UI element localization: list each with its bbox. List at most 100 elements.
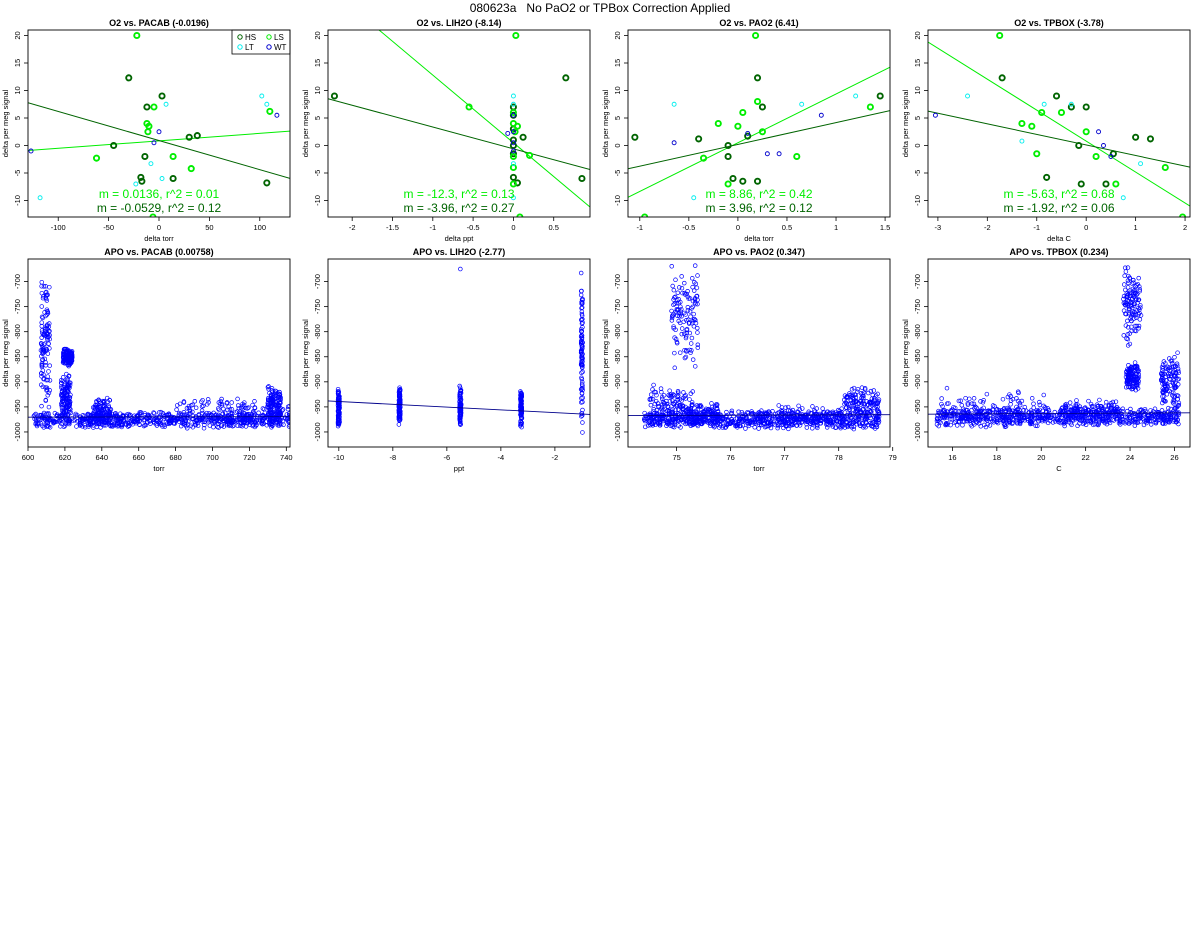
- apo-point: [723, 424, 729, 430]
- y-tick-label: 0: [613, 143, 622, 147]
- panel-1: O2 vs. PACAB (-0.0196)-100 -50 0 50 100-10-5…: [1, 18, 291, 243]
- apo-point: [787, 421, 792, 426]
- apo-point: [667, 388, 672, 393]
- apo-point: [1048, 415, 1054, 420]
- apo-point: [724, 409, 729, 415]
- apo-point: [1070, 418, 1076, 423]
- point-ls: [512, 31, 520, 40]
- apo-point: [235, 423, 241, 428]
- apo-point: [162, 424, 167, 429]
- apo-point: [944, 415, 950, 420]
- x-axis-label: delta ppt: [445, 234, 475, 243]
- apo-point: [1025, 418, 1031, 423]
- apo-point: [797, 407, 802, 412]
- apo-point: [983, 408, 988, 414]
- point-ls: [793, 152, 801, 161]
- fit-line-dark: [928, 110, 1190, 168]
- apo-point: [679, 331, 685, 337]
- apo-point: [963, 395, 968, 401]
- apo-point: [671, 324, 676, 329]
- fit-line-dark: [28, 102, 290, 179]
- apo-point: [673, 413, 679, 419]
- apo-point: [106, 410, 111, 415]
- apo-point: [284, 412, 290, 417]
- apo-point: [579, 309, 585, 314]
- apo-point: [580, 395, 585, 400]
- apo-point: [679, 326, 685, 331]
- apo-point: [1170, 379, 1176, 385]
- apo-point: [42, 332, 47, 338]
- legend-marker-hs: [237, 34, 243, 40]
- apo-point: [1133, 371, 1139, 377]
- apo-point: [995, 417, 1000, 422]
- apo-point: [1042, 405, 1048, 410]
- point-wt: [510, 129, 516, 135]
- apo-point: [756, 426, 761, 431]
- apo-point: [657, 422, 663, 428]
- apo-point: [274, 420, 279, 426]
- apo-point: [211, 424, 216, 430]
- apo-point: [1123, 303, 1128, 308]
- apo-point: [867, 409, 873, 415]
- apo-point: [978, 414, 984, 420]
- x-tick-label: 22: [1081, 453, 1089, 462]
- apo-point: [250, 418, 255, 423]
- x-tick-label: -8: [389, 453, 396, 462]
- apo-point: [1175, 418, 1180, 423]
- y-tick-label: -950: [313, 399, 322, 414]
- apo-point: [770, 409, 775, 414]
- apo-point: [1149, 414, 1155, 419]
- apo-point: [659, 394, 665, 400]
- apo-point: [42, 310, 47, 315]
- apo-point: [265, 384, 271, 390]
- apo-point: [1106, 403, 1111, 409]
- apo-point: [862, 387, 868, 392]
- apo-point: [762, 411, 767, 417]
- apo-point: [875, 404, 880, 410]
- fit-annotation-light: m = -12.3, r^2 = 0.13: [403, 187, 514, 201]
- apo-point: [1091, 411, 1096, 417]
- apo-point: [944, 422, 950, 428]
- apo-point: [839, 423, 844, 428]
- y-tick-label: -1000: [313, 422, 322, 441]
- apo-point: [204, 410, 210, 416]
- apo-point: [1168, 371, 1173, 377]
- apo-point: [1119, 417, 1125, 422]
- apo-point: [1166, 356, 1172, 361]
- apo-point: [73, 413, 78, 418]
- apo-point: [181, 399, 187, 404]
- apo-point: [675, 394, 680, 400]
- apo-point: [698, 419, 703, 424]
- apo-point: [685, 416, 691, 422]
- apo-point: [202, 422, 207, 428]
- point-lt: [691, 195, 697, 201]
- apo-point: [110, 416, 116, 421]
- apo-point: [278, 400, 283, 406]
- point-wt: [764, 151, 770, 157]
- apo-point: [701, 409, 706, 415]
- point-hs: [330, 92, 338, 100]
- apo-point: [579, 358, 584, 364]
- apo-point: [683, 335, 689, 341]
- y-axis-label: delta per meg signal: [1, 89, 10, 157]
- apo-point: [1006, 407, 1011, 413]
- apo-point: [781, 419, 786, 424]
- apo-point: [125, 424, 131, 429]
- plot-area: [628, 31, 890, 217]
- apo-point: [1073, 415, 1078, 421]
- panel-5: APO vs. PACAB (0.00758)600 620 640 660 680 70…: [1, 247, 293, 473]
- apo-point: [779, 405, 785, 410]
- apo-point: [978, 399, 983, 404]
- apo-point: [457, 416, 463, 421]
- point-hs: [263, 179, 271, 187]
- panel-4: O2 vs. TPBOX (-3.78)-3 -2 -1 0 1 2-10-5051015…: [901, 18, 1191, 243]
- y-axis-label: delta per meg signal: [601, 89, 610, 157]
- apo-point: [1163, 378, 1169, 383]
- apo-point: [953, 408, 959, 414]
- apo-point: [397, 408, 403, 413]
- apo-point: [1121, 333, 1126, 338]
- y-tick-label: 20: [313, 31, 322, 39]
- fit-annotation-dark: m = -1.92, r^2 = 0.06: [1003, 201, 1114, 215]
- apo-point: [1175, 396, 1180, 402]
- apo-point: [873, 401, 878, 406]
